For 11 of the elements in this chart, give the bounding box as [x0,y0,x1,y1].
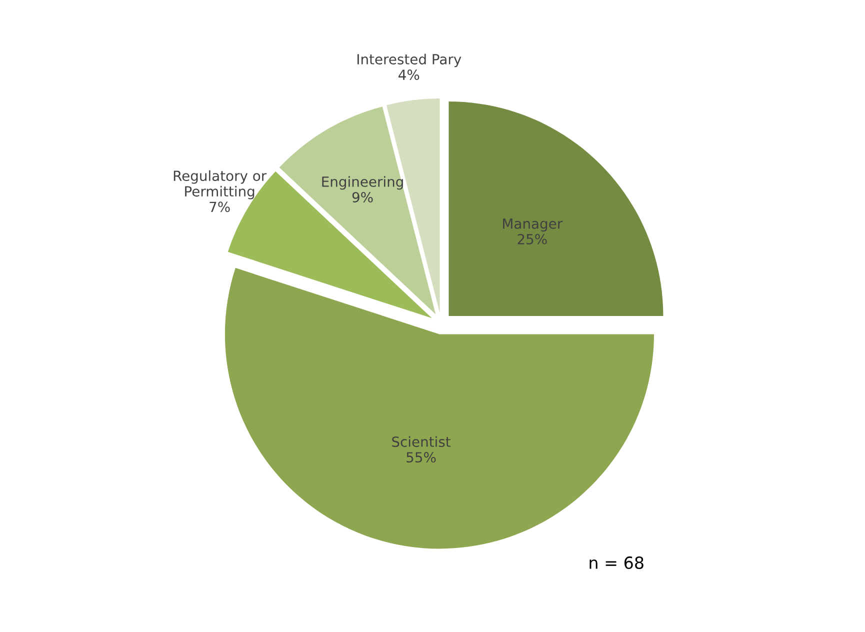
slice-label: Interested Pary [358,54,462,68]
data-label: 25% [518,234,547,244]
data-label: 4% [398,70,420,80]
slice-label: Manager [503,218,563,232]
slice-label: Engineering [322,176,403,190]
text: n = 68 [590,556,644,570]
data-label: 55% [406,452,436,463]
data-label: 7% [210,202,230,212]
slice-label: Regulatory or Permitting [174,170,267,200]
data-label: 9% [352,192,373,202]
slice-label: Scientist [392,436,451,448]
